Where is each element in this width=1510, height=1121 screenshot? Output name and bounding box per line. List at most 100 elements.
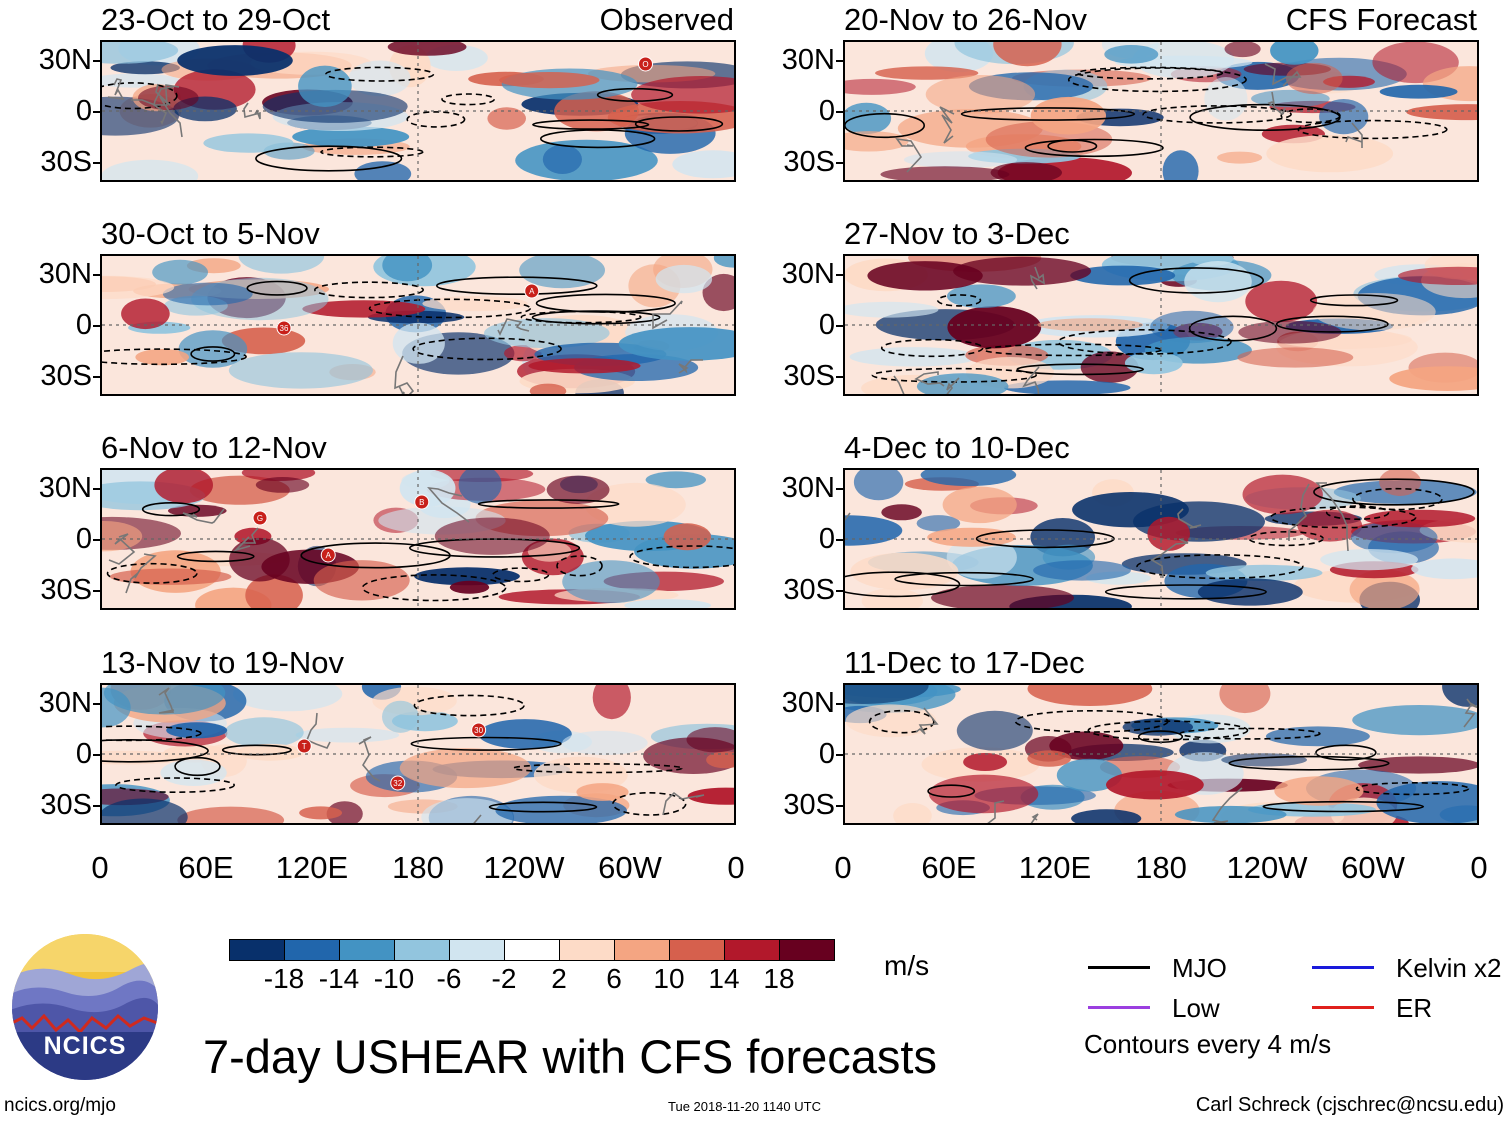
logo-text: NCICS bbox=[43, 1032, 127, 1060]
svg-text:B: B bbox=[419, 498, 424, 507]
mjo-contour bbox=[1309, 294, 1399, 307]
shading-cell bbox=[880, 166, 1010, 180]
shading-cell bbox=[592, 685, 631, 720]
shading-cell bbox=[845, 685, 929, 704]
svg-text:G: G bbox=[257, 514, 263, 523]
mjo-contour bbox=[141, 501, 201, 517]
shading-cell bbox=[942, 486, 1017, 524]
storm-marker: 32 bbox=[390, 775, 406, 791]
mjo-contour bbox=[115, 777, 235, 793]
y-tick-label: 30S bbox=[783, 574, 835, 606]
mjo-contour bbox=[596, 87, 674, 102]
colorbar-swatch bbox=[614, 939, 670, 961]
coastline bbox=[358, 736, 381, 782]
mjo-contour bbox=[1016, 363, 1144, 376]
shading-cell bbox=[1080, 351, 1139, 383]
shading-cell bbox=[920, 470, 1017, 487]
y-tick-label: 0 bbox=[818, 309, 835, 341]
shading-cell bbox=[154, 470, 213, 504]
y-tick-label: 0 bbox=[818, 738, 835, 770]
shading-cell bbox=[1162, 150, 1199, 180]
shading-cell bbox=[1379, 84, 1458, 99]
mjo-contour bbox=[412, 337, 562, 361]
y-tick-mark bbox=[93, 805, 101, 807]
mjo-contour bbox=[1325, 505, 1390, 520]
mjo-contour bbox=[512, 763, 683, 774]
y-tick-mark bbox=[93, 590, 101, 592]
x-tick-label: 120W bbox=[1226, 850, 1308, 885]
colorbar-tick-label: -2 bbox=[491, 963, 517, 994]
shading-cell bbox=[1056, 758, 1122, 792]
mjo-contour bbox=[556, 555, 603, 577]
svg-text:30: 30 bbox=[474, 726, 483, 735]
mjo-contour bbox=[325, 66, 435, 82]
shading-cell bbox=[313, 560, 410, 601]
shading-cell bbox=[867, 261, 983, 291]
coastline bbox=[1030, 813, 1039, 823]
shading-cell bbox=[102, 159, 199, 180]
colorbar-swatch bbox=[449, 939, 505, 961]
mjo-contour bbox=[880, 338, 984, 358]
shading-cell bbox=[1320, 549, 1418, 571]
footer-timestamp: Tue 2018-11-20 1140 UTC bbox=[668, 1099, 821, 1114]
shading-cell bbox=[422, 296, 528, 312]
mjo-contour bbox=[102, 725, 202, 742]
y-tick-label: 0 bbox=[75, 309, 92, 341]
y-tick-label: 0 bbox=[75, 523, 92, 555]
mjo-contour bbox=[868, 709, 935, 734]
shading-cell bbox=[624, 599, 712, 608]
shading-cell bbox=[109, 568, 232, 585]
legend-label: Low bbox=[1172, 993, 1220, 1023]
shading-cell bbox=[1364, 509, 1476, 528]
colorbar-swatch bbox=[339, 939, 395, 961]
storm-marker: T bbox=[296, 738, 312, 754]
shading-cell bbox=[1350, 521, 1438, 554]
y-tick-label: 0 bbox=[75, 738, 92, 770]
shading-cell bbox=[1312, 293, 1436, 331]
x-tick-label: 60E bbox=[921, 850, 977, 885]
mjo-contour bbox=[1189, 103, 1341, 132]
y-tick-mark bbox=[836, 111, 844, 113]
shading-cell bbox=[103, 685, 226, 715]
shading-cell bbox=[102, 275, 175, 300]
coastline bbox=[394, 355, 415, 394]
mjo-contour bbox=[629, 545, 734, 569]
shading-cell bbox=[382, 256, 433, 282]
shading-cell bbox=[875, 66, 979, 80]
shading-cell bbox=[1358, 756, 1477, 774]
colorbar-tick-label: -6 bbox=[436, 963, 462, 994]
coastline bbox=[946, 377, 960, 394]
storm-marker: 30 bbox=[471, 722, 487, 738]
units-label: m/s bbox=[884, 950, 930, 981]
shading-cell bbox=[1219, 685, 1271, 714]
mjo-contour bbox=[1269, 506, 1417, 529]
colorbar-swatch bbox=[504, 939, 560, 961]
shading-cell bbox=[845, 78, 916, 95]
shading-cell bbox=[618, 327, 734, 361]
panel-title: 23-Oct to 29-Oct bbox=[101, 2, 331, 37]
shading-cell bbox=[1349, 569, 1420, 608]
shading-cell bbox=[1184, 261, 1252, 303]
shading-cell bbox=[238, 256, 325, 274]
mjo-contour bbox=[1057, 329, 1232, 355]
map-panel: G A B bbox=[100, 468, 736, 610]
shading-cell bbox=[546, 475, 610, 504]
coastline bbox=[497, 318, 530, 336]
shading-cell bbox=[499, 72, 600, 89]
svg-text:T: T bbox=[302, 742, 307, 751]
mjo-contour bbox=[634, 116, 724, 132]
x-tick-label: 0 bbox=[91, 850, 109, 885]
y-tick-label: 30S bbox=[40, 360, 92, 392]
mjo-contour bbox=[1067, 67, 1247, 93]
y-tick-label: 30S bbox=[783, 146, 835, 178]
footer-url[interactable]: ncics.org/mjo bbox=[4, 1095, 116, 1116]
storm-marker: B bbox=[414, 494, 430, 510]
y-tick-label: 30N bbox=[38, 687, 92, 719]
shading-cell bbox=[449, 580, 490, 594]
panel-title: 30-Oct to 5-Nov bbox=[101, 216, 320, 251]
y-tick-mark bbox=[836, 60, 844, 62]
y-tick-label: 30S bbox=[40, 789, 92, 821]
legend-line bbox=[1088, 966, 1150, 969]
shear-field bbox=[845, 42, 1477, 180]
shading-cell bbox=[1274, 776, 1364, 806]
